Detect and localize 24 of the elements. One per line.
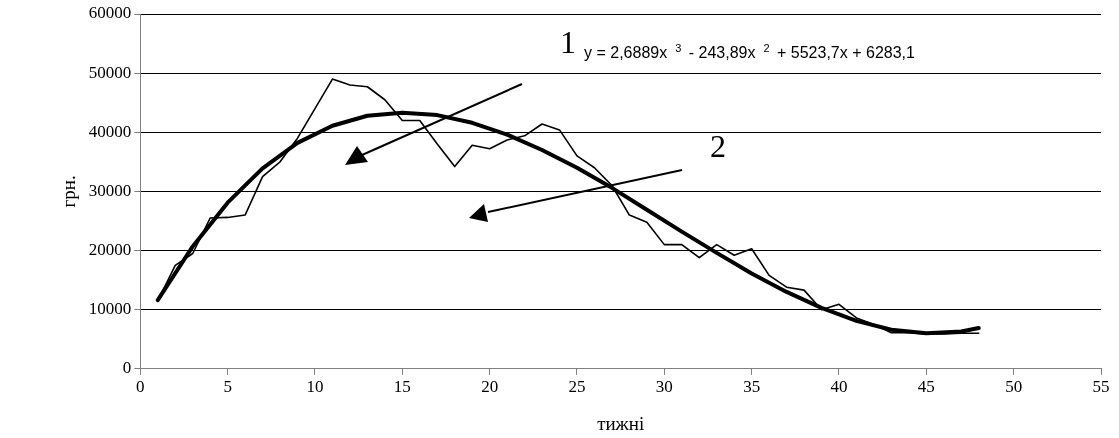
x-tick-label: 30 [655, 377, 673, 397]
x-tick-label: 20 [481, 377, 499, 397]
x-tick-label: 35 [743, 377, 761, 397]
x-tick-label: 25 [568, 377, 586, 397]
x-tick-label: 55 [1092, 377, 1110, 397]
x-tick-label: 10 [306, 377, 324, 397]
x-tick-label: 5 [223, 377, 232, 397]
y-tick-label: 60000 [88, 3, 132, 23]
y-axis-title: грн. [58, 175, 80, 208]
y-tick-label: 0 [122, 358, 132, 378]
y-tick-label: 40000 [88, 121, 132, 141]
x-tick-label: 40 [830, 377, 848, 397]
x-axis-title: тижні [597, 412, 645, 434]
x-tick-label: 15 [393, 377, 411, 397]
x-tick-label: 50 [1005, 377, 1023, 397]
x-tick-label: 0 [136, 377, 145, 397]
y-tick-label: 50000 [88, 62, 132, 82]
x-tick-label: 45 [917, 377, 935, 397]
y-tick-label: 30000 [88, 180, 132, 200]
y-tick-label: 10000 [88, 299, 132, 319]
annotation: y = 2,6889x$^{3}$ - 243,89x$^{2}$ + 5523,7x + 6283,1 [584, 42, 915, 62]
annotation: 2 [710, 128, 726, 164]
y-tick-label: 20000 [88, 240, 132, 259]
annotation: 1 [560, 24, 576, 60]
